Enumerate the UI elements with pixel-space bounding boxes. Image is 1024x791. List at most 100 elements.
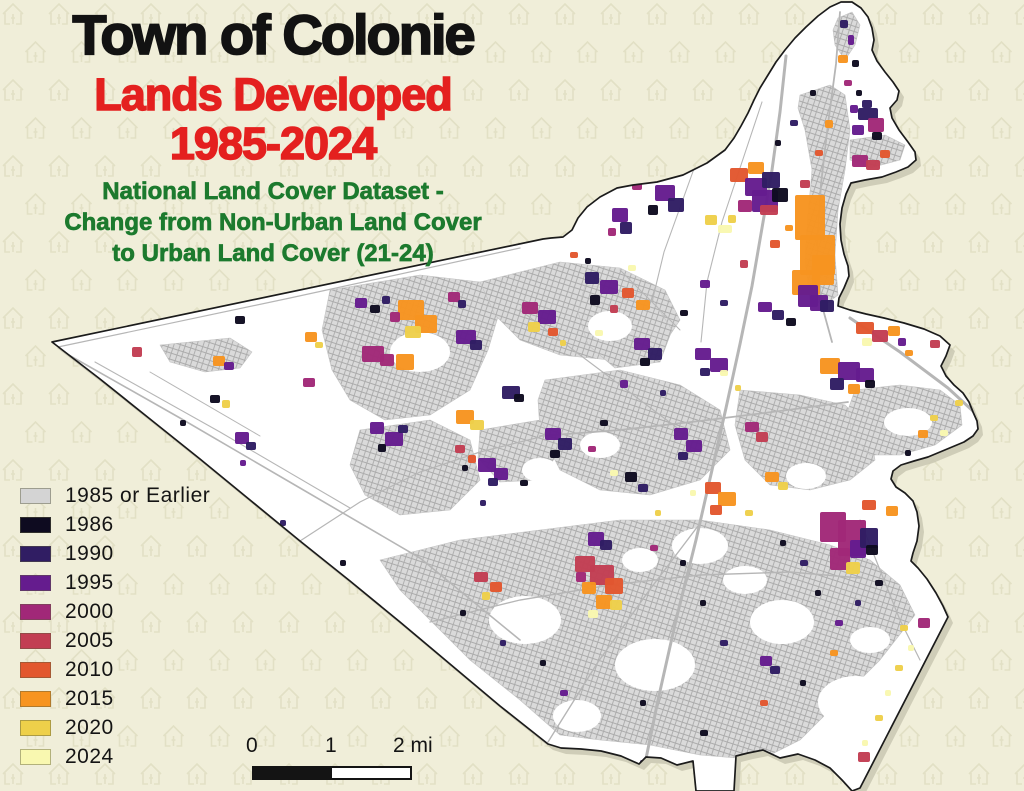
map-patch: [622, 288, 634, 298]
map-patch: [868, 118, 884, 132]
map-patch: [620, 222, 632, 234]
map-patch: [380, 354, 394, 366]
map-patch: [600, 540, 612, 550]
map-patch: [582, 582, 596, 594]
map-patch: [718, 492, 736, 506]
map-patch: [955, 400, 963, 406]
map-patch: [362, 346, 384, 362]
map-patch: [762, 172, 780, 188]
map-patch: [855, 600, 861, 606]
legend-swatch: [20, 691, 51, 707]
map-patch: [540, 660, 546, 666]
legend-row: 2024: [20, 745, 210, 768]
map-patch: [844, 80, 852, 86]
map-patch: [588, 446, 596, 452]
map-patch: [632, 182, 642, 190]
map-patch: [900, 625, 908, 631]
map-patch: [856, 90, 862, 96]
map-patch: [700, 280, 710, 288]
map-patch: [480, 500, 486, 506]
map-patch: [875, 715, 883, 721]
map-patch: [576, 572, 586, 582]
map-patch: [690, 490, 696, 496]
map-white-hole: [723, 566, 767, 594]
map-patch: [640, 358, 650, 366]
title-year-range: 1985-2024: [169, 118, 378, 170]
scalebar: 0 1 2 mi: [244, 734, 464, 784]
map-patch: [815, 590, 821, 596]
map-patch: [862, 100, 872, 108]
map-patch: [720, 640, 728, 646]
map-white-hole: [884, 408, 932, 436]
map-patch: [728, 215, 736, 223]
legend-label: 1990: [65, 542, 114, 565]
map-patch: [872, 330, 888, 342]
map-patch: [686, 440, 702, 452]
map-patch: [856, 322, 874, 334]
map-patch: [235, 316, 245, 324]
map-patch: [700, 730, 708, 736]
map-road: [149, 371, 261, 437]
map-patch: [852, 155, 868, 167]
map-patch: [305, 332, 317, 342]
map-patch: [905, 450, 911, 456]
map-patch: [745, 422, 759, 432]
map-white-hole: [553, 700, 601, 732]
map-patch: [222, 400, 230, 408]
map-patch: [875, 580, 883, 586]
map-patch: [838, 362, 860, 380]
map-patch: [778, 482, 788, 490]
map-patch: [848, 35, 854, 45]
map-white-hole: [622, 548, 658, 572]
map-white-hole: [580, 432, 620, 458]
map-patch: [815, 150, 823, 156]
legend-swatch: [20, 720, 51, 736]
town-boundary: [51, 1, 979, 791]
legend-row: 1986: [20, 513, 210, 536]
map-road: [619, 269, 681, 331]
scalebar-tick-1: 1: [325, 734, 337, 757]
map-patch: [738, 200, 752, 212]
legend-row: 2010: [20, 658, 210, 681]
map-road: [59, 349, 521, 641]
map-patch: [494, 468, 508, 480]
map-patch: [458, 300, 466, 308]
map-patch: [898, 338, 906, 346]
map-patch: [280, 520, 286, 526]
map-patch: [820, 300, 834, 312]
map-patch: [588, 610, 598, 618]
map-patch: [538, 310, 556, 324]
map-patch: [862, 500, 876, 510]
map-white-hole: [818, 676, 894, 728]
map-patch: [468, 455, 476, 463]
legend-swatch: [20, 517, 51, 533]
map-patch: [390, 312, 400, 322]
map-patch: [560, 340, 566, 346]
scalebar-bar-dark-half: [254, 768, 332, 778]
map-patch: [470, 340, 482, 350]
map-patch: [640, 700, 646, 706]
map-patch: [548, 328, 558, 336]
map-patch: [835, 620, 843, 626]
map-white-hole: [615, 639, 695, 691]
map-patch: [838, 55, 848, 63]
map-patch: [720, 370, 728, 376]
legend-label: 2015: [65, 687, 114, 710]
legend-swatch: [20, 575, 51, 591]
map-patch: [628, 265, 636, 271]
map-patch: [918, 430, 928, 438]
map-patch: [918, 618, 930, 628]
map-patch: [625, 472, 637, 482]
map-patch: [610, 600, 622, 610]
map-patch: [880, 150, 890, 158]
map-patch: [862, 740, 868, 746]
map-patch: [800, 180, 810, 188]
map-patch: [885, 690, 891, 696]
map-patch: [655, 185, 675, 201]
map-patch: [674, 428, 688, 440]
map-patch: [910, 310, 916, 316]
map-patch: [760, 700, 768, 706]
map-patch: [396, 354, 414, 370]
